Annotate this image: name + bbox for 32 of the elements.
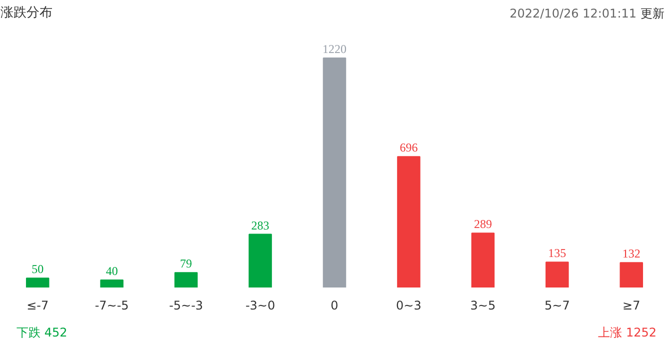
data-label: 40 (106, 264, 118, 278)
text: 上涨 1252 (598, 326, 657, 340)
data-label: 1220 (322, 42, 346, 56)
bar (397, 156, 420, 288)
data-label: 696 (400, 140, 418, 155)
text: 2022/10/26 12:01:11 (510, 6, 636, 20)
data-label: 289 (474, 217, 492, 232)
bar (100, 279, 124, 288)
data-label: 50 (32, 262, 44, 276)
x-tick-label: 5~7 (544, 298, 570, 312)
bar (322, 58, 346, 288)
bar (620, 262, 644, 288)
text: 更新 (640, 6, 664, 20)
x-tick-label: ≤-7 (26, 298, 49, 312)
bar (546, 262, 569, 288)
x-tick-label: 0 (330, 298, 338, 312)
text: 下跌 452 (16, 326, 68, 340)
bar (174, 272, 198, 288)
bar (248, 234, 272, 288)
x-tick-label: 0~3 (396, 298, 422, 312)
bar (26, 278, 50, 288)
bar (471, 232, 495, 288)
data-label: 135 (548, 246, 566, 260)
data-label: 132 (622, 246, 640, 261)
chart-title: 涨跌分布 (0, 6, 52, 20)
data-label: 79 (180, 256, 192, 271)
x-tick-label: 3~5 (470, 298, 496, 312)
x-tick-label: -3~0 (245, 298, 276, 312)
x-tick-label: -5~-3 (169, 298, 204, 312)
x-tick-label: -7~-5 (94, 298, 129, 312)
x-tick-label: ≥7 (622, 298, 640, 312)
data-label: 283 (251, 218, 270, 232)
